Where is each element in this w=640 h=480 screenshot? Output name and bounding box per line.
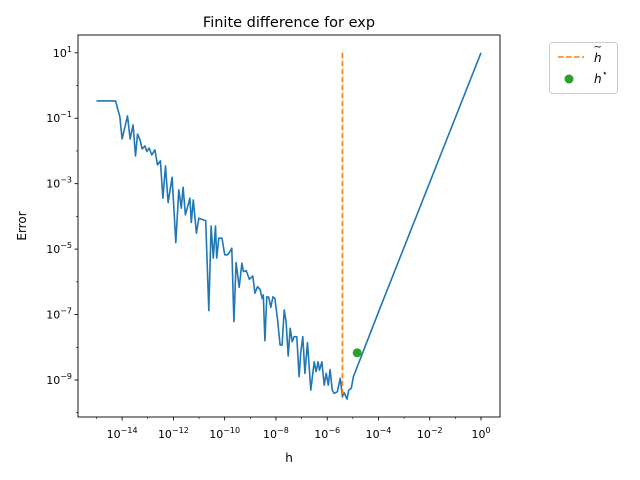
tick-base: 10 <box>107 428 121 441</box>
x-tick-label: 10−10 <box>209 426 240 441</box>
legend-label-tilde-mark: ~ <box>594 42 602 53</box>
tick-exponent: −1 <box>60 110 72 119</box>
x-tick-label: 10−8 <box>263 426 289 441</box>
tick-base: 10 <box>471 428 485 441</box>
tick-base: 10 <box>417 428 431 441</box>
x-tick-label: 10−4 <box>366 426 392 441</box>
tick-base: 10 <box>158 428 172 441</box>
tick-base: 10 <box>314 428 328 441</box>
plot-area <box>96 52 482 400</box>
x-tick-label: 100 <box>471 426 490 441</box>
h-star-point <box>352 348 362 358</box>
x-tick-label: 10−2 <box>417 426 443 441</box>
error-curve-line <box>96 52 482 400</box>
y-tick-label: 10−7 <box>46 307 72 322</box>
tick-exponent: 0 <box>485 426 490 435</box>
tick-exponent: −7 <box>60 307 72 316</box>
tick-base: 10 <box>46 374 60 387</box>
y-axis-label: Error <box>15 211 29 240</box>
x-axis-label: h <box>285 451 293 465</box>
tick-exponent: 1 <box>67 45 72 54</box>
tick-base: 10 <box>366 428 380 441</box>
tick-exponent: −6 <box>328 426 340 435</box>
y-tick-label: 101 <box>53 45 72 60</box>
y-tick-label: 10−9 <box>46 372 72 387</box>
tick-exponent: −4 <box>380 426 392 435</box>
tick-exponent: −8 <box>277 426 289 435</box>
legend-circle-swatch <box>564 74 574 84</box>
chart-title: Finite difference for exp <box>203 15 375 31</box>
x-tick-label: 10−12 <box>158 426 189 441</box>
tick-exponent: −12 <box>172 426 189 435</box>
tick-base: 10 <box>209 428 223 441</box>
y-tick-label: 10−1 <box>46 110 72 125</box>
tick-exponent: −14 <box>121 426 138 435</box>
y-tick-label: 10−5 <box>46 241 72 256</box>
legend-label-star-mark: ⋆ <box>602 69 608 79</box>
tick-base: 10 <box>46 112 60 125</box>
x-tick-label: 10−6 <box>314 426 340 441</box>
axis-ticks: 10−14 10−12 10−10 10−8 10−6 10−4 10−2 10010110−… <box>46 45 490 441</box>
tick-base: 10 <box>53 47 67 60</box>
tick-base: 10 <box>46 178 60 191</box>
tick-exponent: −3 <box>60 176 72 185</box>
legend-label-h-tilde: h <box>594 51 602 65</box>
legend: h ~ h ⋆ <box>549 42 618 94</box>
tick-exponent: −2 <box>431 426 443 435</box>
tick-base: 10 <box>46 243 60 256</box>
tick-exponent: −5 <box>60 241 72 250</box>
tick-exponent: −10 <box>223 426 240 435</box>
tick-base: 10 <box>46 309 60 322</box>
x-tick-label: 10−14 <box>107 426 138 441</box>
axes-frame <box>77 34 501 418</box>
tick-base: 10 <box>263 428 277 441</box>
legend-label-h-star: h <box>594 72 602 86</box>
y-tick-label: 10−3 <box>46 176 72 191</box>
legend-box <box>549 42 618 94</box>
tick-exponent: −9 <box>60 372 72 381</box>
